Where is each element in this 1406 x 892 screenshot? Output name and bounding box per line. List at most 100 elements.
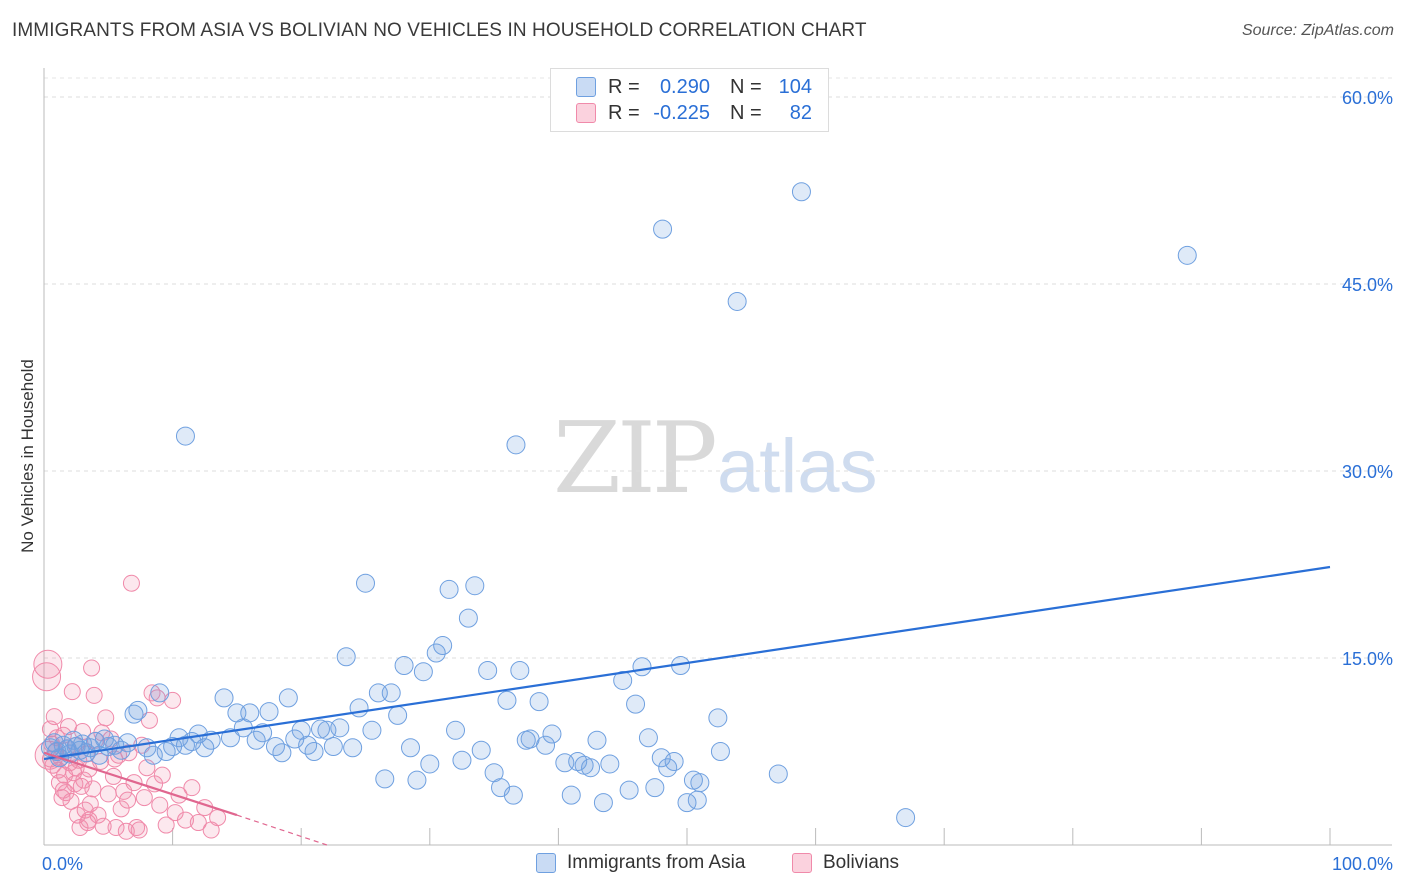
data-point-asia: [613, 670, 633, 690]
data-point-asia: [220, 728, 240, 748]
data-point-asia: [581, 758, 601, 778]
legend-r-value: 0.290: [659, 75, 710, 98]
data-point-bolivians: [117, 822, 135, 840]
data-point-asia: [503, 785, 523, 805]
data-point-asia: [214, 688, 234, 708]
bottom-legend-asia: Immigrants from Asia: [536, 852, 745, 874]
legend-n-value: 104: [778, 75, 812, 98]
data-point-asia: [690, 773, 710, 793]
data-point-asia: [362, 720, 382, 740]
bottom-legend-swatch-asia: [536, 853, 556, 873]
legend-n-label: N =: [730, 101, 762, 124]
data-point-asia: [394, 655, 414, 675]
data-point-asia: [304, 742, 324, 761]
data-point-asia: [310, 719, 330, 739]
data-point-bolivians: [140, 711, 158, 729]
chart-title: IMMIGRANTS FROM ASIA VS BOLIVIAN NO VEHI…: [12, 20, 867, 41]
data-point-asia: [768, 764, 788, 784]
data-point-asia: [323, 737, 343, 757]
data-point-asia: [336, 647, 356, 667]
y-tick-label: 30.0%: [1342, 462, 1393, 482]
legend-r-value: -0.225: [653, 101, 710, 124]
data-point-asia: [632, 657, 652, 677]
data-point-bolivians: [99, 785, 117, 803]
legend-swatch-asia: [576, 77, 596, 97]
data-point-asia: [510, 660, 530, 680]
data-point-asia: [600, 754, 620, 774]
data-point-bolivians: [157, 816, 175, 834]
x-tick-label: 0.0%: [42, 854, 83, 874]
data-point-asia: [426, 643, 446, 663]
data-point-asia: [791, 182, 811, 202]
bottom-legend-label-bolivians: Bolivians: [823, 852, 900, 873]
x-tick-label: 100.0%: [1332, 854, 1393, 874]
legend-swatch-bolivians: [576, 103, 596, 123]
data-point-asia: [388, 705, 408, 725]
data-point-bolivians: [84, 780, 102, 798]
y-tick-label: 15.0%: [1342, 649, 1393, 669]
data-point-asia: [536, 735, 556, 755]
data-point-bolivians: [143, 684, 161, 702]
data-point-asia: [156, 742, 176, 761]
data-point-asia: [446, 720, 466, 740]
data-point-bolivians: [189, 814, 207, 832]
data-point-asia: [413, 662, 433, 682]
data-point-bolivians: [183, 779, 201, 797]
data-point-asia: [246, 730, 266, 750]
data-point-asia: [478, 660, 498, 680]
data-point-asia: [542, 724, 562, 744]
data-point-asia: [401, 738, 421, 758]
data-point-asia: [651, 748, 671, 768]
legend-row-bolivians: R = -0.225 N = 82: [576, 101, 812, 125]
source-label: Source: ZipAtlas.com: [1241, 22, 1394, 39]
data-point-bolivians: [75, 771, 93, 789]
data-point-asia: [471, 740, 491, 760]
legend-r-label: R =: [608, 75, 640, 98]
data-point-asia: [497, 690, 517, 710]
data-point-bolivians: [151, 796, 169, 814]
data-point-asia: [708, 708, 728, 728]
data-point-asia: [195, 738, 215, 758]
data-point-asia: [259, 702, 279, 722]
y-tick-label: 45.0%: [1342, 275, 1393, 295]
data-point-asia: [626, 694, 646, 714]
data-point-asia: [124, 704, 144, 724]
data-point-bolivians: [104, 767, 122, 785]
trend-line-bolivians: [43, 751, 238, 817]
data-point-bolivians: [80, 811, 98, 829]
data-point-bolivians: [170, 786, 188, 804]
data-point-asia: [687, 790, 707, 810]
data-point-asia: [458, 608, 478, 628]
bottom-legend-label-asia: Immigrants from Asia: [567, 852, 746, 873]
data-point-bolivians: [57, 784, 75, 802]
data-point-bolivians: [83, 659, 101, 677]
data-point-bolivians: [119, 791, 137, 809]
data-point-bolivians: [85, 686, 103, 704]
data-point-asia: [407, 770, 427, 790]
legend-n-value: 82: [789, 101, 812, 124]
watermark-zip: ZIP: [553, 402, 718, 516]
data-point-asia: [727, 291, 747, 311]
legend-n-label: N =: [730, 75, 762, 98]
data-point-asia: [128, 700, 148, 720]
data-point-asia: [150, 683, 170, 703]
data-point-bolivians: [153, 766, 171, 784]
bottom-legend-bolivians: Bolivians: [792, 852, 899, 874]
data-point-asia: [240, 703, 260, 723]
data-point-asia: [356, 573, 375, 593]
data-point-asia: [1177, 245, 1197, 265]
data-point-asia: [506, 435, 526, 455]
data-point-bolivians: [112, 800, 130, 818]
data-point-asia: [529, 692, 549, 712]
data-point-bolivians: [45, 708, 63, 726]
data-point-asia: [433, 636, 453, 656]
data-point-bolivians: [130, 821, 148, 839]
data-point-asia: [343, 738, 363, 758]
data-point-bolivians: [63, 683, 81, 701]
data-point-asia: [420, 754, 440, 774]
data-point-asia: [587, 730, 607, 750]
data-point-asia: [278, 688, 298, 708]
data-point-bolivians: [54, 781, 72, 799]
data-point-asia: [439, 579, 459, 599]
data-point-asia: [638, 728, 658, 748]
